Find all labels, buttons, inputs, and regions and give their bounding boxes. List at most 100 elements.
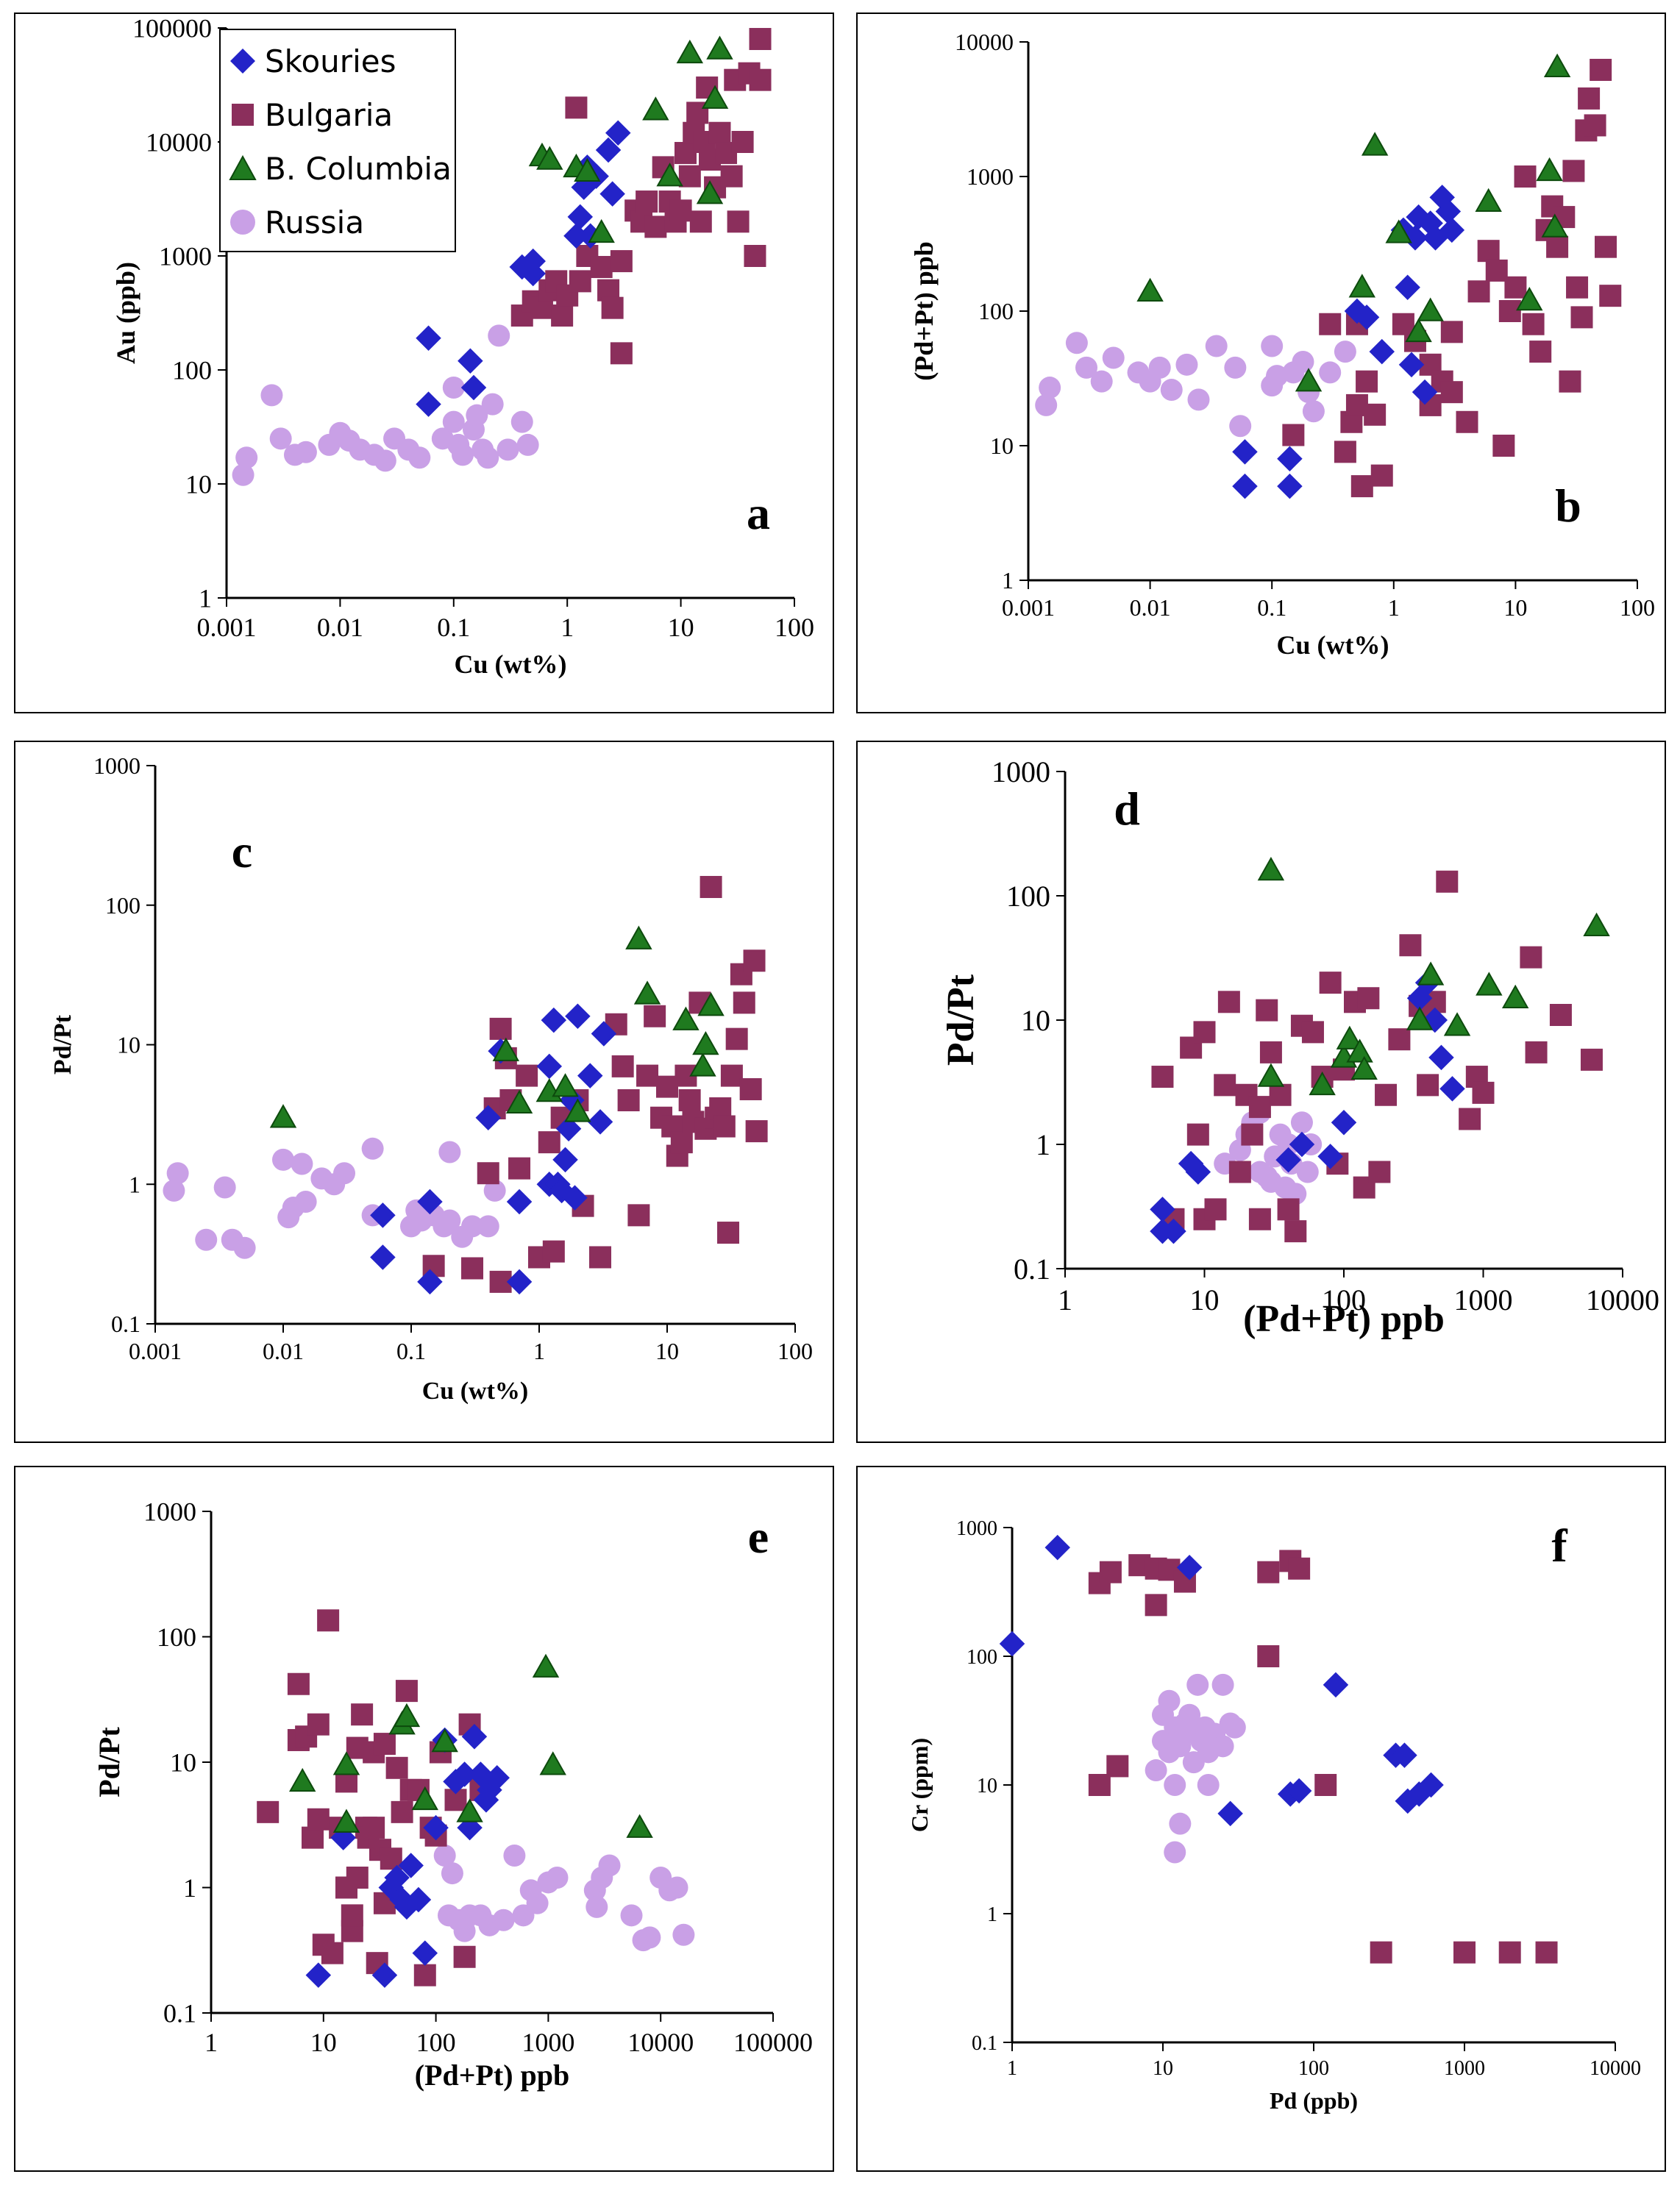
point-russia-5 <box>1164 1774 1186 1796</box>
x-tick-label: 0.01 <box>1130 594 1171 621</box>
point-bulgaria-27 <box>689 210 712 233</box>
y-axis-label: (Pd+Pt) ppb <box>909 241 939 381</box>
point-bulgaria-14 <box>610 342 633 365</box>
point-bcolumbia-12 <box>1583 912 1610 937</box>
point-bcolumbia-6 <box>431 1728 458 1753</box>
point-russia-28 <box>516 433 539 456</box>
point-bulgaria-39 <box>1520 946 1542 969</box>
point-skouries-6 <box>520 260 546 287</box>
y-tick-label: 100000 <box>132 14 212 43</box>
point-skouries-1 <box>416 391 441 417</box>
series-bulgaria <box>510 28 772 365</box>
point-bulgaria-37 <box>453 1945 476 1968</box>
point-bcolumbia-6 <box>1417 297 1444 321</box>
x-tick-label: 10 <box>668 613 694 642</box>
point-bcolumbia-7 <box>676 39 704 64</box>
chart-c: 0.001 0.01 0.1 1 10 100 0.1 1 10 100 1000 Cu (wt%) P… <box>49 752 813 1405</box>
point-bcolumbia-8 <box>532 1653 560 1678</box>
point-skouries-2 <box>1161 1218 1186 1244</box>
point-russia-24 <box>481 393 504 416</box>
point-bcolumbia-5 <box>1405 318 1432 343</box>
point-bcolumbia-10 <box>706 35 733 60</box>
panel-letter: e <box>748 1511 769 1563</box>
y-axis-label: Pd/Pt <box>940 974 982 1066</box>
chart-f: 1 10 100 1000 10000 0.1 1 10 100 1000 Pd (ppb) Cr (… <box>906 1517 1641 2114</box>
point-bulgaria-36 <box>727 210 750 233</box>
legend-item-russia: Russia <box>228 200 364 244</box>
point-bulgaria-7 <box>1356 370 1378 393</box>
point-russia-7 <box>1164 1841 1186 1864</box>
point-bulgaria-16 <box>589 1246 612 1269</box>
point-russia-4 <box>1090 370 1113 393</box>
point-russia-16 <box>585 1895 608 1918</box>
point-russia-9 <box>1160 379 1183 402</box>
x-tick-label: 10 <box>655 1338 679 1364</box>
point-bulgaria-21 <box>1492 435 1515 457</box>
point-skouries-12 <box>1428 1044 1454 1071</box>
series-skouries <box>1150 969 1465 1244</box>
point-bulgaria-2 <box>1334 441 1356 463</box>
point-bulgaria-44 <box>745 1120 768 1143</box>
point-skouries-0 <box>305 1962 332 1988</box>
point-russia-14 <box>1229 415 1252 438</box>
point-bulgaria-2 <box>477 1162 499 1185</box>
point-bulgaria-9 <box>1228 1161 1251 1183</box>
point-russia-21 <box>1211 1735 1234 1758</box>
x-tick-label: 10000 <box>627 2028 694 2057</box>
point-skouries-0 <box>999 1631 1025 1657</box>
x-tick-label: 100 <box>775 613 814 642</box>
point-bulgaria-33 <box>700 876 722 899</box>
point-russia-11 <box>1173 1722 1196 1745</box>
point-bulgaria-17 <box>1277 1198 1300 1221</box>
point-bulgaria-12 <box>1248 1096 1271 1119</box>
x-tick-label: 10 <box>1190 1283 1220 1316</box>
point-bcolumbia-1 <box>536 146 563 170</box>
point-skouries-0 <box>1150 1197 1175 1222</box>
point-bulgaria-24 <box>1514 165 1537 188</box>
point-bulgaria-13 <box>1248 1208 1271 1230</box>
panel-a: 0.001 0.01 0.1 1 10 100 1 10 100 1000 10000 100000 C… <box>14 13 834 713</box>
point-skouries-9 <box>412 1940 438 1966</box>
point-skouries-4 <box>1185 1159 1211 1185</box>
point-skouries-13 <box>452 1761 477 1787</box>
x-tick-label: 1000 <box>522 2028 574 2057</box>
point-skouries-18 <box>477 1777 502 1803</box>
x-tick-label: 1 <box>1058 1283 1072 1316</box>
panel-letter: b <box>1555 480 1581 532</box>
x-tick-label: 10000 <box>1590 2057 1641 2080</box>
point-bcolumbia-8 <box>1417 961 1445 986</box>
point-russia-25 <box>672 1923 695 1946</box>
x-tick-label: 10 <box>310 2028 337 2057</box>
point-bulgaria-17 <box>1088 1774 1111 1796</box>
x-tick-label: 0.01 <box>263 1338 304 1364</box>
point-bulgaria-20 <box>1485 259 1508 282</box>
x-tick-label: 1 <box>204 2028 218 2057</box>
point-russia-9 <box>1169 1812 1192 1835</box>
point-skouries-7 <box>398 1853 424 1878</box>
point-russia-22 <box>438 1141 461 1164</box>
point-skouries-11 <box>1418 1772 1444 1798</box>
point-bcolumbia-9 <box>539 1751 566 1775</box>
point-skouries-2 <box>1277 446 1303 471</box>
point-skouries-5 <box>1275 1147 1301 1173</box>
y-tick-label: 10 <box>977 1775 997 1797</box>
point-skouries-13 <box>595 137 622 163</box>
point-russia-2 <box>441 1862 463 1885</box>
x-tick-label: 100 <box>1620 594 1655 621</box>
point-bulgaria-32 <box>413 1964 436 1986</box>
point-bulgaria-33 <box>1566 276 1589 299</box>
point-russia-0 <box>1145 1759 1167 1782</box>
point-skouries-4 <box>384 1864 410 1891</box>
point-skouries-6 <box>1289 1131 1315 1158</box>
point-skouries-8 <box>567 204 594 230</box>
y-tick-label: 0.1 <box>111 1311 140 1337</box>
point-skouries-2 <box>417 1269 443 1295</box>
point-skouries-7 <box>1317 1144 1343 1169</box>
x-tick-label: 100 <box>1298 2057 1329 2080</box>
circle-icon <box>230 210 255 235</box>
point-bulgaria-8 <box>1217 991 1240 1013</box>
point-bulgaria-9 <box>1370 464 1393 487</box>
point-bulgaria-41 <box>733 991 755 1014</box>
point-bulgaria-34 <box>1570 306 1593 329</box>
point-bcolumbia-2 <box>1348 274 1376 298</box>
